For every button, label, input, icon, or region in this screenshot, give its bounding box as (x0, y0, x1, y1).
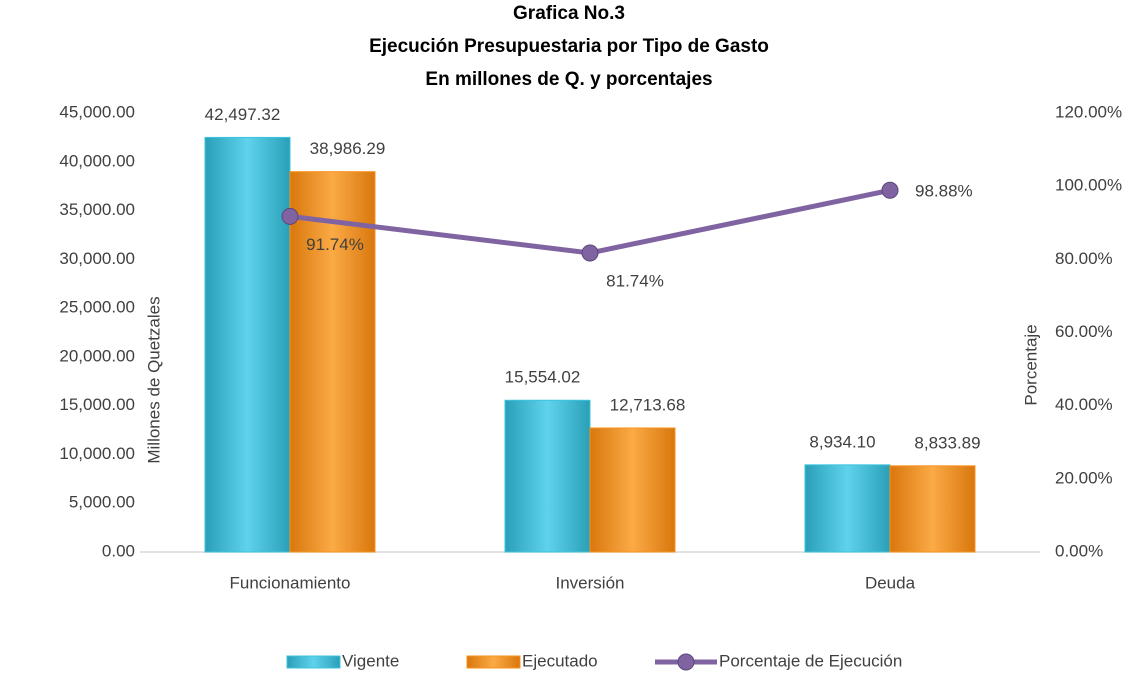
marker (581, 244, 599, 262)
bar (804, 464, 891, 553)
data-label: 81.74% (606, 271, 664, 290)
y2-tick-label: 100.00% (1055, 176, 1122, 195)
bar (204, 136, 291, 553)
y-tick-label: 15,000.00 (59, 395, 135, 414)
data-label: 91.74% (306, 235, 364, 254)
chart-title: Grafica No.3 (513, 3, 625, 24)
x-tick-label: Deuda (865, 573, 916, 592)
y-tick-label: 0.00 (102, 541, 135, 560)
legend-swatch (677, 653, 695, 671)
y-tick-label: 5,000.00 (69, 493, 135, 512)
chart-title: En millones de Q. y porcentajes (425, 69, 712, 90)
line (289, 187, 891, 256)
y2-tick-label: 20.00% (1055, 468, 1113, 487)
bar (889, 465, 976, 553)
legend-swatch (286, 655, 341, 669)
data-label: 98.88% (915, 182, 973, 201)
marker (881, 181, 899, 199)
y2-tick-label: 120.00% (1055, 102, 1122, 121)
y-tick-label: 10,000.00 (59, 444, 135, 463)
y-axis-title: Millones de Quetzales (144, 296, 163, 463)
y2-tick-label: 40.00% (1055, 395, 1113, 414)
y-tick-label: 45,000.00 (59, 102, 135, 121)
y2-axis-title: Porcentaje (1021, 324, 1040, 405)
legend-swatch (466, 655, 521, 669)
y-tick-label: 20,000.00 (59, 346, 135, 365)
legend-label: Porcentaje de Ejecución (719, 651, 902, 670)
y-tick-label: 25,000.00 (59, 298, 135, 317)
y2-tick-label: 0.00% (1055, 541, 1103, 560)
bar (589, 427, 676, 553)
bar (289, 171, 376, 553)
y2-tick-label: 60.00% (1055, 322, 1113, 341)
data-label: 42,497.32 (205, 105, 281, 124)
legend-label: Vigente (342, 651, 399, 670)
x-tick-label: Funcionamiento (230, 573, 351, 592)
data-label: 8,934.10 (809, 432, 875, 451)
chart-title: Ejecución Presupuestaria por Tipo de Gas… (369, 36, 769, 57)
bar (504, 399, 591, 553)
legend-label: Ejecutado (522, 651, 598, 670)
data-label: 38,986.29 (310, 139, 386, 158)
y-tick-label: 40,000.00 (59, 151, 135, 170)
y2-tick-label: 80.00% (1055, 249, 1113, 268)
x-tick-label: Inversión (556, 573, 625, 592)
data-label: 12,713.68 (610, 395, 686, 414)
y-tick-label: 30,000.00 (59, 249, 135, 268)
data-label: 8,833.89 (914, 433, 980, 452)
y-tick-label: 35,000.00 (59, 200, 135, 219)
marker (281, 207, 299, 225)
data-label: 15,554.02 (505, 368, 581, 387)
